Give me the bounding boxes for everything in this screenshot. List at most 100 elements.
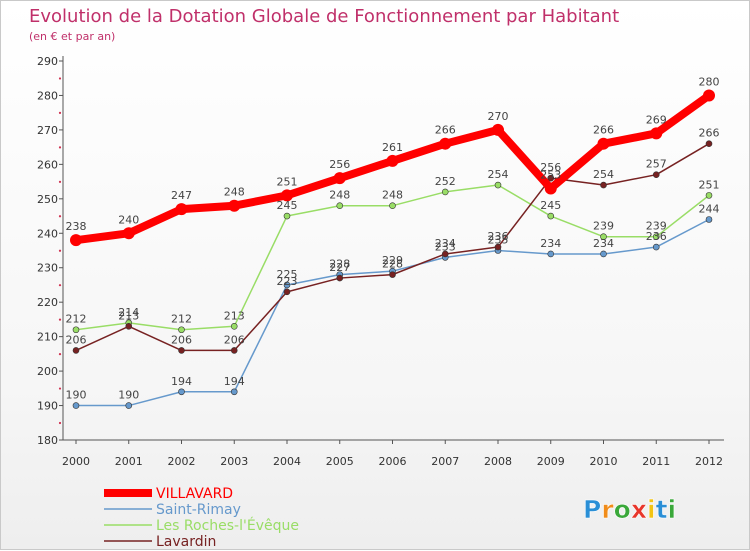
series-point	[703, 89, 715, 102]
legend-entry: Les Roches-l'Évêque	[156, 517, 299, 534]
data-label: 257	[646, 158, 667, 171]
minor-tick-dot	[58, 111, 62, 115]
y-tick-label: 260	[37, 158, 58, 171]
series-point	[652, 243, 660, 251]
series-point	[705, 216, 713, 223]
x-tick-label: 2003	[220, 455, 248, 468]
series-point	[547, 174, 555, 182]
data-label: 212	[66, 313, 87, 326]
data-label: 254	[488, 168, 509, 181]
series-point	[336, 202, 344, 210]
x-tick-label: 2006	[379, 455, 407, 468]
minor-tick-dot	[58, 77, 62, 80]
series-point	[600, 233, 607, 241]
series-point	[178, 388, 185, 396]
data-label: 266	[593, 124, 614, 137]
series-point	[492, 123, 504, 136]
data-label: 248	[329, 189, 350, 202]
data-label: 236	[646, 230, 667, 243]
series-point	[705, 192, 713, 199]
data-label: 239	[593, 220, 614, 233]
series-point	[652, 233, 660, 241]
series-point	[547, 212, 555, 220]
y-tick-label: 240	[37, 227, 58, 240]
x-tick-label: 2002	[168, 455, 196, 468]
data-label: 190	[66, 389, 87, 402]
series-point	[70, 234, 82, 247]
series-point	[336, 274, 344, 282]
x-tick-label: 2001	[115, 455, 143, 468]
data-label: 234	[593, 237, 614, 250]
series-point	[389, 202, 396, 210]
minor-tick-dot	[58, 146, 62, 149]
series-point	[283, 212, 291, 220]
data-label: 280	[699, 75, 720, 88]
minor-tick-dot	[58, 180, 62, 183]
data-label: 228	[382, 258, 403, 271]
data-label: 251	[277, 175, 298, 188]
minor-tick-dot	[58, 284, 62, 287]
x-tick-label: 2012	[695, 455, 723, 468]
chart-subtitle: (en € et par an)	[29, 30, 115, 43]
series-layer	[70, 89, 715, 409]
data-label: 256	[329, 158, 350, 171]
data-label: 240	[118, 213, 139, 226]
chart-title: Evolution de la Dotation Globale de Fonc…	[29, 6, 619, 27]
minor-tick-dot	[58, 352, 62, 356]
data-label: 213	[118, 309, 139, 322]
x-tick-label: 2004	[273, 455, 301, 468]
series-point	[650, 127, 663, 140]
series-point	[597, 137, 610, 150]
data-label: 244	[699, 202, 720, 215]
y-tick-label: 290	[37, 55, 58, 68]
legend-entry: VILLAVARD	[156, 486, 233, 502]
y-tick-label: 190	[37, 400, 58, 413]
series-point	[125, 402, 133, 409]
data-label: 270	[488, 110, 509, 123]
x-tick-label: 2009	[537, 455, 565, 468]
x-tick-label: 2005	[326, 455, 354, 468]
minor-tick-dot	[58, 421, 62, 425]
series-point	[281, 189, 293, 202]
data-label: 235	[488, 234, 509, 247]
data-label: 236	[488, 230, 509, 243]
data-label: 213	[224, 309, 245, 322]
series-point	[283, 281, 291, 289]
data-label: 206	[171, 333, 192, 346]
y-tick-label: 270	[37, 124, 58, 137]
series-point	[600, 181, 607, 189]
series-point	[175, 203, 188, 216]
data-label: 228	[329, 258, 350, 271]
data-label: 229	[382, 254, 403, 267]
minor-tick-dot	[58, 215, 62, 218]
data-label: 269	[646, 113, 667, 126]
data-label: 252	[435, 175, 456, 188]
data-label: 206	[66, 333, 87, 346]
data-label: 225	[277, 268, 298, 281]
series-point	[283, 288, 291, 296]
data-label: 234	[435, 237, 456, 250]
data-label: 194	[171, 375, 192, 388]
data-label: 227	[329, 261, 350, 274]
series-point	[544, 182, 557, 195]
y-tick-label: 250	[37, 193, 58, 206]
data-label: 266	[435, 124, 456, 137]
series-line-0	[72, 91, 713, 245]
data-label: 214	[118, 306, 139, 319]
minor-tick-dot	[58, 318, 62, 321]
data-label: 248	[382, 189, 403, 202]
data-label: 233	[435, 240, 456, 253]
data-label: 253	[540, 168, 561, 181]
data-label: 256	[540, 161, 561, 174]
y-tick-label: 180	[37, 434, 58, 447]
data-label: 266	[699, 127, 720, 140]
series-point	[441, 250, 449, 258]
logo-text: Proxiti	[583, 495, 676, 524]
series-point	[600, 250, 607, 258]
data-label: 254	[593, 168, 614, 181]
series-point	[441, 188, 449, 196]
